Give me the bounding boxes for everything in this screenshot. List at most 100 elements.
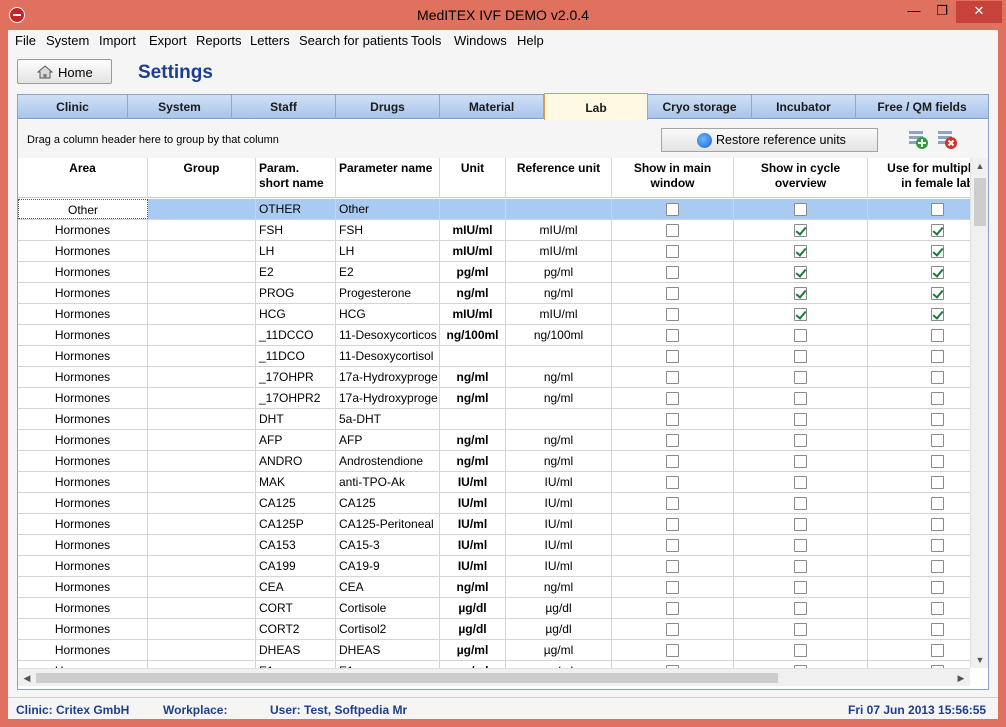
- checkbox-use-multiple[interactable]: [931, 434, 944, 447]
- checkbox-show-cycle-overview[interactable]: [794, 266, 807, 279]
- table-row[interactable]: Hormones CEA CEA ng/ml ng/ml: [18, 577, 970, 598]
- menu-windows[interactable]: Windows: [454, 33, 507, 48]
- table-row[interactable]: Hormones _11DCO 11-Desoxycortisol: [18, 346, 970, 367]
- checkbox-show-main-window[interactable]: [666, 329, 679, 342]
- cell-short-name[interactable]: _17OHPR: [256, 367, 336, 387]
- checkbox-show-cycle-overview[interactable]: [794, 413, 807, 426]
- cell-reference-unit[interactable]: mIU/ml: [506, 241, 612, 261]
- table-row[interactable]: Hormones E2 E2 pg/ml pg/ml: [18, 262, 970, 283]
- cell-reference-unit[interactable]: IU/ml: [506, 514, 612, 534]
- cell-unit[interactable]: [440, 346, 506, 366]
- table-row[interactable]: Hormones CA199 CA19-9 IU/ml IU/ml: [18, 556, 970, 577]
- cell-group[interactable]: [148, 304, 256, 324]
- cell-short-name[interactable]: OTHER: [256, 199, 336, 219]
- cell-parameter-name[interactable]: 5a-DHT: [336, 409, 440, 429]
- menu-letters[interactable]: Letters: [250, 33, 290, 48]
- checkbox-show-main-window[interactable]: [666, 560, 679, 573]
- cell-group[interactable]: [148, 640, 256, 660]
- checkbox-use-multiple[interactable]: [931, 455, 944, 468]
- maximize-button[interactable]: ❐: [936, 3, 948, 18]
- cell-short-name[interactable]: ANDRO: [256, 451, 336, 471]
- vertical-scrollbar[interactable]: ▲ ▼: [970, 158, 988, 668]
- checkbox-show-cycle-overview[interactable]: [794, 644, 807, 657]
- cell-unit[interactable]: µg/dl: [440, 598, 506, 618]
- checkbox-use-multiple[interactable]: [931, 560, 944, 573]
- checkbox-use-multiple[interactable]: [931, 644, 944, 657]
- cell-reference-unit[interactable]: ng/ml: [506, 577, 612, 597]
- checkbox-use-multiple[interactable]: [931, 245, 944, 258]
- checkbox-use-multiple[interactable]: [931, 308, 944, 321]
- table-row[interactable]: Other OTHER Other: [18, 199, 970, 220]
- cell-unit[interactable]: [440, 199, 506, 219]
- cell-area[interactable]: Hormones: [18, 472, 148, 492]
- delete-row-icon[interactable]: [936, 128, 958, 150]
- scroll-down-icon[interactable]: ▼: [975, 655, 985, 665]
- checkbox-show-cycle-overview[interactable]: [794, 371, 807, 384]
- checkbox-use-multiple[interactable]: [931, 665, 944, 668]
- cell-area[interactable]: Other: [18, 199, 148, 219]
- scroll-right-icon[interactable]: ▶: [957, 673, 965, 683]
- checkbox-show-cycle-overview[interactable]: [794, 476, 807, 489]
- cell-unit[interactable]: ng/ml: [440, 283, 506, 303]
- checkbox-show-cycle-overview[interactable]: [794, 245, 807, 258]
- cell-short-name[interactable]: DHT: [256, 409, 336, 429]
- checkbox-use-multiple[interactable]: [931, 392, 944, 405]
- menu-system[interactable]: System: [46, 33, 90, 48]
- table-row[interactable]: Hormones _17OHPR 17a-Hydroxyproge ng/ml ng/m…: [18, 367, 970, 388]
- cell-reference-unit[interactable]: ng/ml: [506, 430, 612, 450]
- cell-short-name[interactable]: CA199: [256, 556, 336, 576]
- menu-reports[interactable]: Reports: [196, 33, 242, 48]
- cell-parameter-name[interactable]: FSH: [336, 220, 440, 240]
- checkbox-show-cycle-overview[interactable]: [794, 518, 807, 531]
- cell-unit[interactable]: IU/ml: [440, 472, 506, 492]
- checkbox-show-cycle-overview[interactable]: [794, 203, 807, 216]
- table-row[interactable]: Hormones DHT 5a-DHT: [18, 409, 970, 430]
- checkbox-show-main-window[interactable]: [666, 665, 679, 668]
- cell-group[interactable]: [148, 199, 256, 219]
- checkbox-show-main-window[interactable]: [666, 392, 679, 405]
- cell-area[interactable]: Hormones: [18, 283, 148, 303]
- cell-area[interactable]: Hormones: [18, 640, 148, 660]
- cell-unit[interactable]: mIU/ml: [440, 241, 506, 261]
- vertical-scroll-thumb[interactable]: [974, 178, 986, 226]
- cell-group[interactable]: [148, 388, 256, 408]
- cell-short-name[interactable]: _11DCO: [256, 346, 336, 366]
- cell-parameter-name[interactable]: E1: [336, 661, 440, 668]
- checkbox-show-cycle-overview[interactable]: [794, 329, 807, 342]
- app-logo-icon[interactable]: [9, 7, 25, 23]
- cell-short-name[interactable]: E2: [256, 262, 336, 282]
- tab-staff[interactable]: Staff: [232, 95, 336, 119]
- cell-reference-unit[interactable]: µg/dl: [506, 598, 612, 618]
- cell-parameter-name[interactable]: AFP: [336, 430, 440, 450]
- cell-unit[interactable]: ng/ml: [440, 577, 506, 597]
- menu-search-patients[interactable]: Search for patients: [299, 33, 409, 48]
- table-row[interactable]: Hormones FSH FSH mIU/ml mIU/ml: [18, 220, 970, 241]
- cell-unit[interactable]: mIU/ml: [440, 304, 506, 324]
- minimize-button[interactable]: —: [907, 3, 921, 18]
- table-row[interactable]: Hormones CORT Cortisole µg/dl µg/dl: [18, 598, 970, 619]
- col-header-use-multiple[interactable]: Use for multiple ein female lab: [868, 158, 970, 198]
- cell-group[interactable]: [148, 367, 256, 387]
- cell-parameter-name[interactable]: Androstendione: [336, 451, 440, 471]
- cell-short-name[interactable]: FSH: [256, 220, 336, 240]
- cell-area[interactable]: Hormones: [18, 220, 148, 240]
- checkbox-show-cycle-overview[interactable]: [794, 392, 807, 405]
- cell-group[interactable]: [148, 535, 256, 555]
- cell-short-name[interactable]: LH: [256, 241, 336, 261]
- cell-area[interactable]: Hormones: [18, 451, 148, 471]
- checkbox-use-multiple[interactable]: [931, 329, 944, 342]
- cell-group[interactable]: [148, 661, 256, 668]
- cell-parameter-name[interactable]: 11-Desoxycortisol: [336, 346, 440, 366]
- cell-reference-unit[interactable]: mIU/ml: [506, 304, 612, 324]
- cell-unit[interactable]: pg/ml: [440, 661, 506, 668]
- cell-reference-unit[interactable]: IU/ml: [506, 556, 612, 576]
- cell-area[interactable]: Hormones: [18, 430, 148, 450]
- checkbox-show-cycle-overview[interactable]: [794, 434, 807, 447]
- cell-group[interactable]: [148, 262, 256, 282]
- table-row[interactable]: Hormones _17OHPR2 17a-Hydroxyproge ng/ml ng/…: [18, 388, 970, 409]
- cell-reference-unit[interactable]: ng/ml: [506, 283, 612, 303]
- cell-parameter-name[interactable]: DHEAS: [336, 640, 440, 660]
- cell-reference-unit[interactable]: IU/ml: [506, 472, 612, 492]
- checkbox-show-main-window[interactable]: [666, 644, 679, 657]
- checkbox-show-main-window[interactable]: [666, 476, 679, 489]
